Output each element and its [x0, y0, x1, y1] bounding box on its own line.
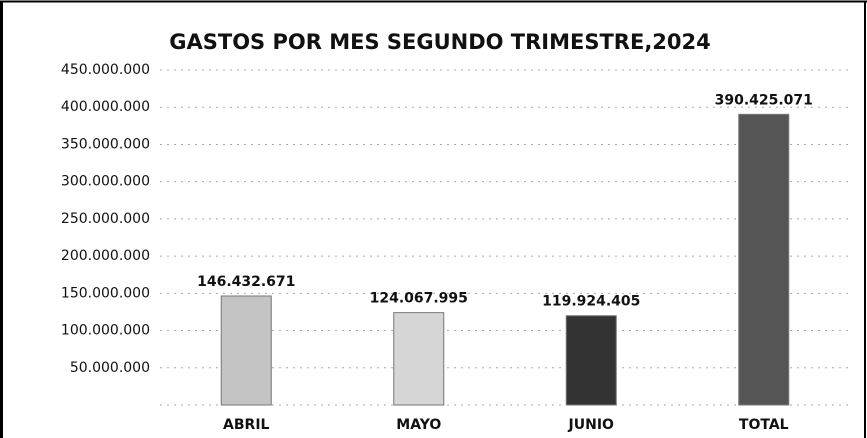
y-tick-label: 300.000.000 — [61, 174, 150, 190]
y-tick-label: 100.000.000 — [61, 323, 150, 339]
value-label: 390.425.071 — [715, 92, 813, 108]
bar — [738, 113, 790, 406]
y-tick-label: 200.000.000 — [61, 248, 150, 264]
bar — [393, 312, 445, 406]
x-tick-label: TOTAL — [739, 417, 789, 433]
bar — [565, 315, 617, 406]
chart-title: GASTOS POR MES SEGUNDO TRIMESTRE,2024 — [169, 30, 711, 54]
y-tick-label: 350.000.000 — [61, 136, 150, 152]
x-tick-label: MAYO — [396, 417, 441, 433]
x-tick-label: ABRIL — [223, 417, 269, 433]
y-tick-label: 400.000.000 — [61, 99, 150, 115]
x-tick-label: JUNIO — [568, 417, 615, 433]
bar — [220, 295, 272, 406]
y-tick-label: 250.000.000 — [61, 211, 150, 227]
y-tick-label: 50.000.000 — [70, 360, 150, 376]
y-tick-label: 150.000.000 — [61, 285, 150, 301]
y-tick-label: 450.000.000 — [61, 62, 150, 78]
value-label: 124.067.995 — [370, 291, 468, 307]
value-label: 146.432.671 — [197, 274, 295, 290]
value-label: 119.924.405 — [542, 294, 640, 310]
